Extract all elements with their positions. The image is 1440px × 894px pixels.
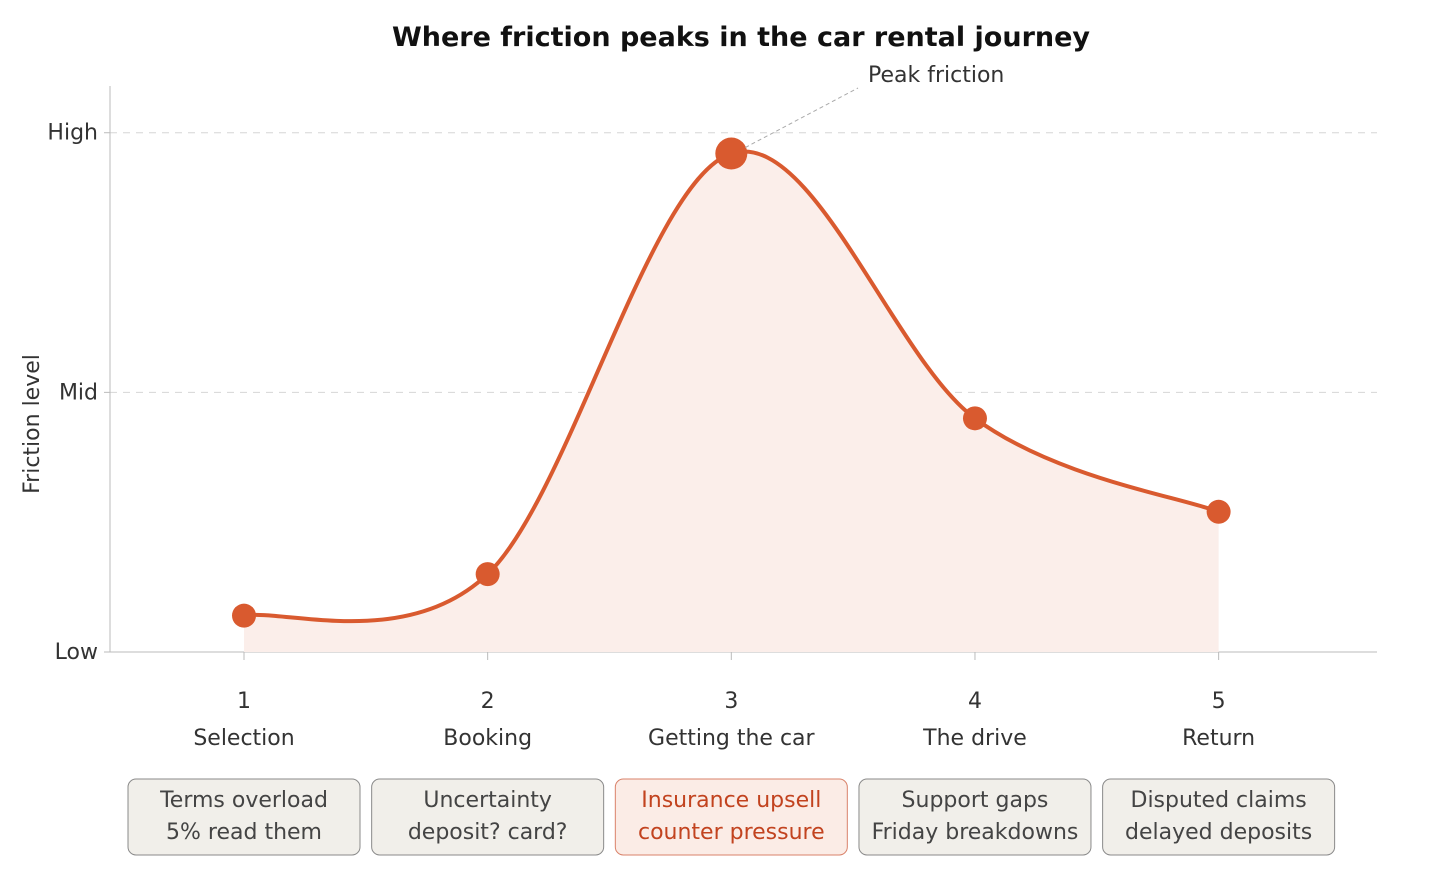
stage-note-box: [127, 778, 361, 856]
stage-note-box: [858, 778, 1092, 856]
x-tick-label: Getting the car: [648, 726, 816, 751]
y-tick-label: High: [47, 121, 98, 146]
stage-note-line1: Insurance upsell: [641, 788, 821, 813]
stage-note-line2: Friday breakdowns: [872, 820, 1079, 845]
x-tick-number: 1: [237, 689, 251, 714]
stage-note-line2: counter pressure: [638, 820, 825, 845]
x-tick-label: Selection: [193, 726, 294, 751]
data-point: [475, 562, 500, 587]
stage-note: Support gaps Friday breakdowns: [858, 778, 1092, 856]
x-ticks: 1 Selection 2 Booking 3 Getting the car 4 The d…: [193, 652, 1255, 751]
stage-note-box: [371, 778, 605, 856]
annotation-leader: [745, 87, 859, 148]
stage-note-line2: deposit? card?: [408, 820, 568, 845]
stage-note: Disputed claims delayed deposits: [1102, 778, 1336, 856]
data-point: [1206, 499, 1231, 524]
stage-note-line1: Disputed claims: [1131, 788, 1307, 813]
y-tick-label: Low: [55, 640, 98, 665]
series: [232, 137, 1231, 652]
annotation-label: Peak friction: [868, 63, 1004, 88]
annotations: Peak friction: [745, 63, 1004, 148]
data-point: [962, 406, 987, 431]
x-tick-label: Booking: [443, 726, 532, 751]
y-ticks: Low Mid High: [47, 121, 110, 665]
stage-note-box: [1102, 778, 1336, 856]
series-area: [244, 151, 1219, 652]
stage-note-line1: Support gaps: [902, 788, 1049, 813]
x-tick-number: 2: [481, 689, 495, 714]
stage-note-box: [614, 778, 848, 856]
data-point: [232, 603, 257, 628]
chart-title: Where friction peaks in the car rental j…: [392, 22, 1090, 53]
data-point: [715, 137, 748, 170]
y-tick-label: Mid: [59, 380, 98, 405]
stage-note-line1: Uncertainty: [423, 788, 552, 813]
stage-note: Uncertainty deposit? card?: [371, 778, 605, 856]
x-tick-label: The drive: [922, 726, 1027, 751]
y-axis-label: Friction level: [20, 354, 45, 494]
stage-note: Insurance upsell counter pressure: [614, 778, 848, 856]
x-tick-number: 5: [1212, 689, 1226, 714]
x-tick-number: 4: [968, 689, 982, 714]
x-tick-number: 3: [724, 689, 738, 714]
stage-note-line2: 5% read them: [166, 820, 322, 845]
stage-note: Terms overload 5% read them: [127, 778, 361, 856]
grid-lines: [110, 132, 1377, 393]
stage-notes: Terms overload 5% read them Uncertainty dep…: [127, 778, 1336, 856]
x-tick-label: Return: [1182, 726, 1255, 751]
stage-note-line2: delayed deposits: [1125, 820, 1312, 845]
stage-note-line1: Terms overload: [159, 788, 328, 813]
